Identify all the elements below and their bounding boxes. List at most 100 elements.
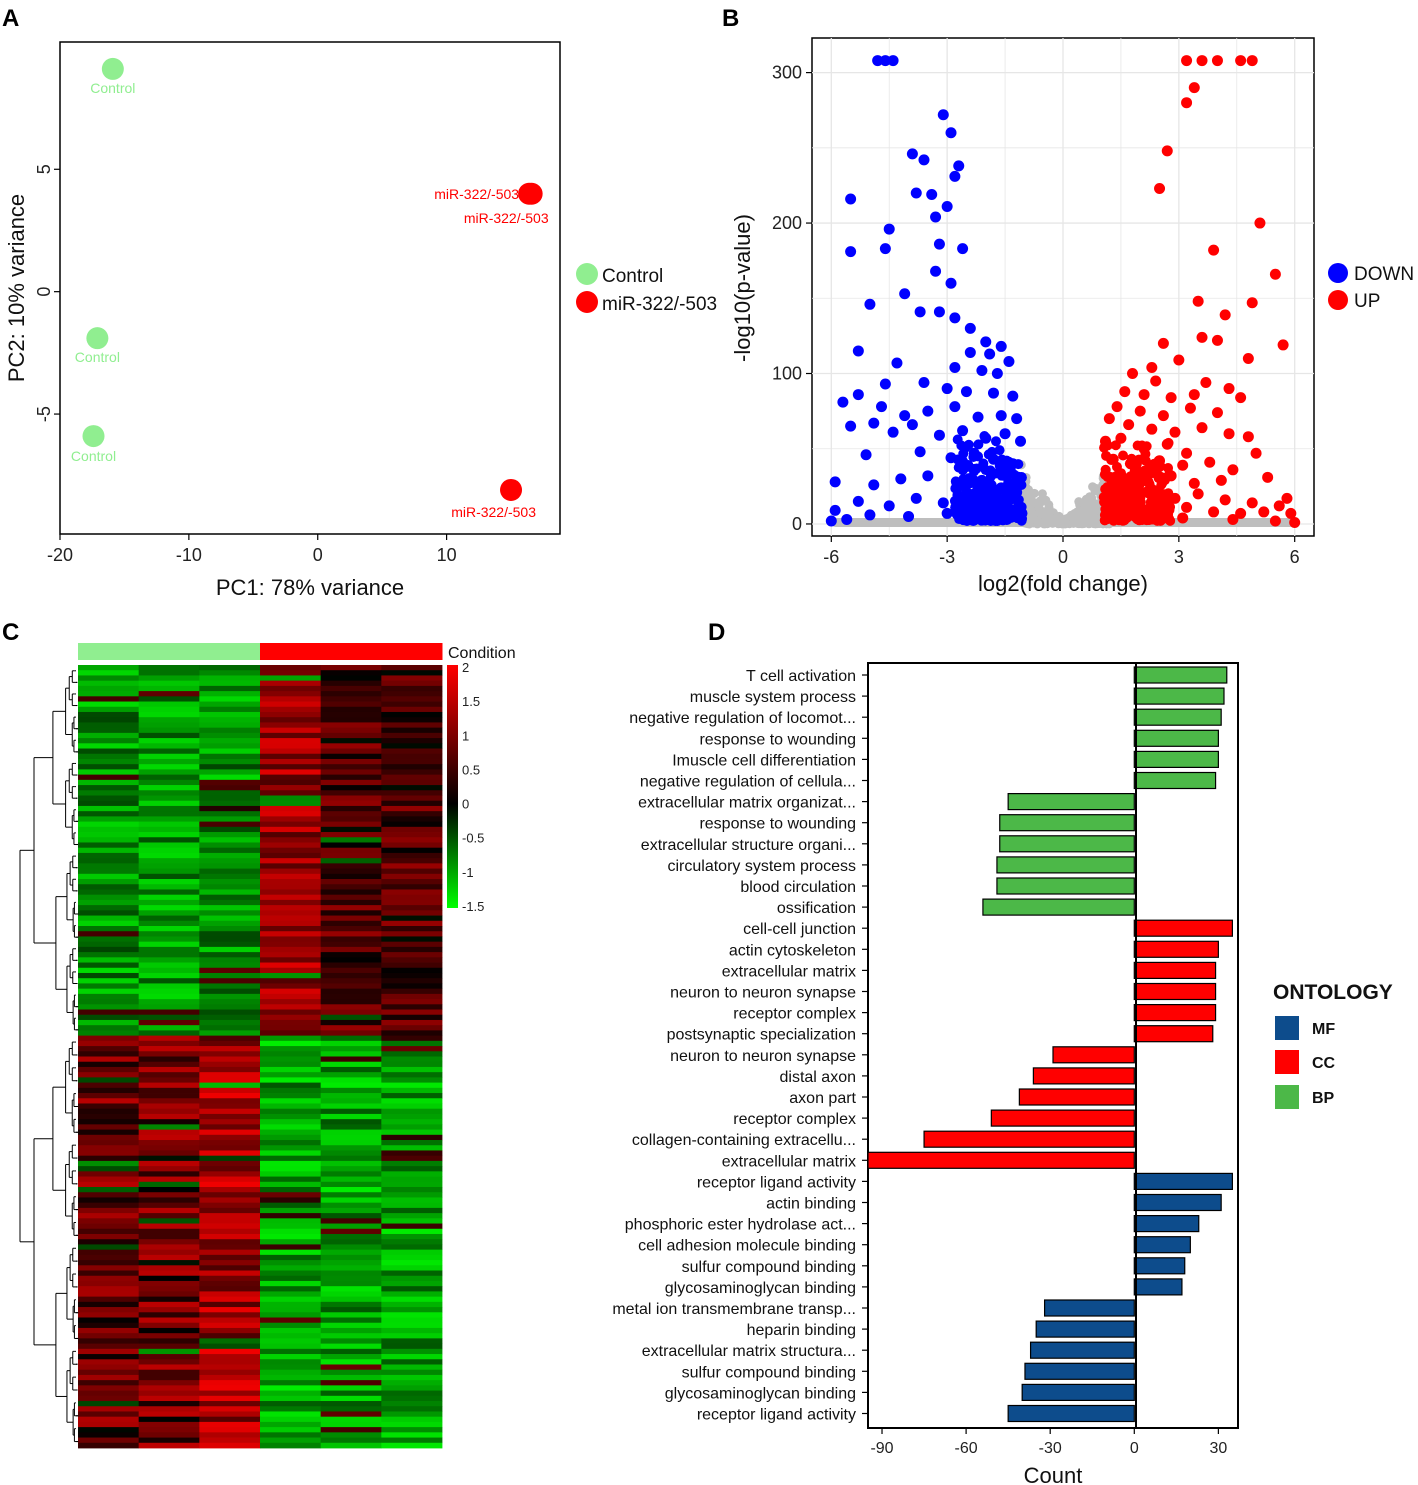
volcano-sig-point [954, 462, 965, 473]
heatmap-cell [381, 1322, 443, 1329]
heatmap-cell [78, 1421, 140, 1428]
heatmap-cell [381, 868, 443, 875]
heatmap-cell [381, 1427, 443, 1433]
heatmap-cell [138, 1322, 200, 1329]
volcano-sig-point [1014, 471, 1025, 482]
heatmap-cell [138, 1432, 200, 1438]
heatmap-cell [199, 680, 261, 687]
heatmap-cell [78, 1265, 140, 1271]
heatmap-cell [381, 811, 443, 817]
heatmap-cell [260, 910, 322, 916]
volcano-sig-point [990, 468, 1001, 479]
heatmap-cell [260, 946, 322, 953]
heatmap-cell [199, 931, 261, 937]
heatmap-cell [138, 1254, 200, 1261]
heatmap-cell [260, 1442, 322, 1449]
go-bar [1133, 1278, 1183, 1296]
heatmap-cell [199, 1270, 261, 1277]
heatmap-cell [381, 999, 443, 1005]
heatmap-cell [199, 1348, 261, 1355]
heatmap-cell [78, 1369, 140, 1376]
pca-legend-swatch-mir [576, 291, 598, 313]
heatmap-cell [78, 1395, 140, 1402]
heatmap-cell [199, 1395, 261, 1402]
heatmap-cell [78, 884, 140, 890]
heatmap-cell [199, 1233, 261, 1240]
volcano-point [937, 497, 949, 509]
volcano-point [1227, 464, 1239, 476]
heatmap-cell [199, 821, 261, 828]
pca-point [500, 478, 523, 501]
heatmap-cell [260, 800, 322, 807]
heatmap-cell [320, 915, 382, 922]
heatmap-cell [320, 920, 382, 927]
volcano-sig-point [973, 439, 984, 450]
heatmap-cell [199, 1280, 261, 1287]
heatmap-cell [199, 785, 261, 791]
heatmap-cell [78, 1176, 140, 1183]
heatmap-cell [199, 1192, 261, 1198]
heatmap-cell [78, 1181, 140, 1188]
heatmap-cell [320, 706, 382, 713]
heatmap-cell [138, 1030, 200, 1037]
heatmap-cell [78, 1338, 140, 1344]
heatmap-cell [260, 999, 322, 1005]
heatmap-cell [260, 842, 322, 849]
heatmap-cell [381, 1192, 443, 1198]
heatmap-cell [260, 858, 322, 864]
heatmap-cell [138, 811, 200, 817]
heatmap-cell [320, 1395, 382, 1402]
heatmap-cell [138, 999, 200, 1005]
volcano-sig-point [969, 500, 980, 511]
heatmap-cell [78, 894, 140, 901]
go-x-tick-label: -60 [955, 1440, 978, 1457]
heatmap-cell [381, 1307, 443, 1313]
heatmap-cell [381, 1197, 443, 1204]
heatmap-cell [138, 868, 200, 875]
heatmap-cell [381, 1056, 443, 1063]
volcano-point [1099, 435, 1111, 447]
heatmap-cell [78, 978, 140, 984]
heatmap-cell [78, 1098, 140, 1104]
heatmap-cell [260, 1427, 322, 1433]
heatmap-cell [320, 1166, 382, 1172]
heatmap-cell [138, 915, 200, 922]
heatmap-cell [320, 931, 382, 937]
volcano-point [887, 55, 899, 67]
heatmap-cell [320, 722, 382, 729]
volcano-ns-point [1037, 489, 1047, 499]
heatmap-cell [138, 863, 200, 869]
heatmap-cell [199, 1181, 261, 1188]
heatmap-cell [78, 1411, 140, 1418]
heatmap-cell [320, 1051, 382, 1057]
heatmap-cell [260, 1072, 322, 1078]
heatmap-cell [138, 1411, 200, 1418]
volcano-sig-point [980, 465, 991, 476]
heatmap-cell [320, 805, 382, 812]
heatmap-cell [260, 1348, 322, 1355]
heatmap-cell [260, 706, 322, 713]
heatmap-cell [78, 1432, 140, 1438]
heatmap-cell [78, 1239, 140, 1245]
heatmap-cell [138, 1380, 200, 1386]
heatmap-cell [260, 852, 322, 859]
heatmap-cell [78, 753, 140, 760]
heatmap-cell [199, 701, 261, 708]
heatmap-cell [199, 1061, 261, 1068]
heatmap-cell [199, 1260, 261, 1266]
heatmap-cell [199, 1113, 261, 1120]
heatmap-cell [381, 717, 443, 723]
go-category-label: phosphoric ester hydrolase act... [625, 1217, 856, 1234]
heatmap-cell [78, 1249, 140, 1256]
heatmap-cell [78, 1270, 140, 1277]
heatmap-cell [138, 1359, 200, 1365]
volcano-point [1219, 494, 1231, 506]
heatmap-cell [78, 1009, 140, 1016]
heatmap-cell [199, 722, 261, 729]
heatmap-colorbar-tick-label: 0.5 [462, 762, 480, 777]
heatmap-cell [138, 701, 200, 708]
heatmap-cell [138, 983, 200, 990]
volcano-point [918, 377, 930, 389]
heatmap-cell [138, 1348, 200, 1355]
heatmap-cell [381, 1207, 443, 1214]
